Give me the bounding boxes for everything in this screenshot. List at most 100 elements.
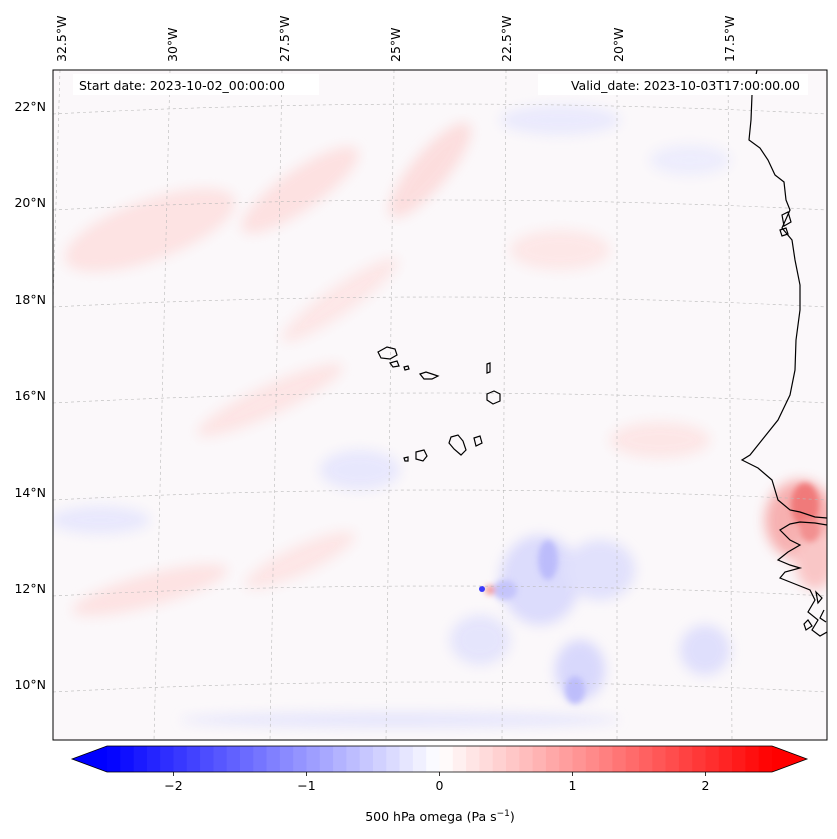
colorbar-segment xyxy=(200,746,214,772)
longitude-gridline xyxy=(727,70,733,740)
santiago-island xyxy=(448,434,467,456)
colorbar-segment xyxy=(718,746,733,772)
start-date-box xyxy=(73,74,319,95)
colorbar-tick-label: −2 xyxy=(164,778,182,793)
sao-vicente-island xyxy=(388,360,400,368)
latitude-gridline xyxy=(53,103,827,115)
fogo-island xyxy=(415,449,428,462)
colorbar-segment xyxy=(333,746,347,772)
colorbar-segment xyxy=(506,746,520,772)
colorbar-tick-label: 0 xyxy=(436,778,444,793)
colorbar-tick-label: 2 xyxy=(702,778,710,793)
colorbar-segment xyxy=(705,746,720,772)
map-frame xyxy=(52,69,828,741)
africa-coastline xyxy=(740,70,827,519)
colorbar-segment xyxy=(426,746,441,772)
colorbar-segment xyxy=(452,746,467,772)
lon-label-17-5w: 17.5°W xyxy=(722,16,737,62)
lon-label-30w: 30°W xyxy=(165,27,180,62)
colorbar-segment xyxy=(146,746,161,772)
lat-label-18n: 18°N xyxy=(14,292,46,307)
colorbar-segment xyxy=(439,746,454,772)
lon-label-25w: 25°W xyxy=(388,27,403,62)
colorbar-segment xyxy=(652,746,667,772)
colorbar-segment xyxy=(466,746,480,772)
lat-label-14n: 14°N xyxy=(14,485,46,500)
colorbar-segment xyxy=(373,746,387,772)
colorbar-segment xyxy=(559,746,574,772)
colorbar-segment xyxy=(306,746,321,772)
colorbar-segment xyxy=(240,746,254,772)
omega-field xyxy=(53,105,827,728)
lat-label-12n: 12°N xyxy=(14,581,46,596)
longitude-labels: 32.5°W 30°W 27.5°W 25°W 22.5°W 20°W 17.5… xyxy=(54,16,737,62)
colorbar-segment xyxy=(160,746,175,772)
latitude-gridline xyxy=(53,392,827,404)
lat-label-22n: 22°N xyxy=(14,99,46,114)
valid-date-label: Valid_date: 2023-10-03T17:00:00.00 xyxy=(571,78,800,93)
colorbar-min-arrow xyxy=(72,746,107,772)
longitude-gridline xyxy=(501,70,507,740)
colorbar-segment xyxy=(519,746,534,772)
colorbar-segment xyxy=(213,746,228,772)
colorbar-segment xyxy=(758,746,773,772)
colorbar-segment xyxy=(253,746,268,772)
colorbar-segment xyxy=(186,746,201,772)
brava-island xyxy=(403,456,409,462)
sao-nicolau-island xyxy=(418,371,440,380)
longitude-gridline xyxy=(385,70,395,740)
santo-antao-island xyxy=(377,346,398,360)
colorbar-segment xyxy=(173,746,188,772)
lat-label-20n: 20°N xyxy=(14,195,46,210)
latitude-gridline xyxy=(53,296,827,308)
maio-island xyxy=(473,435,483,447)
colorbar-segment xyxy=(266,746,281,772)
colorbar-segment xyxy=(678,746,693,772)
colorbar-segment xyxy=(599,746,613,772)
sal-island xyxy=(486,362,491,374)
colorbar-segment xyxy=(386,746,401,772)
colorbar-segment xyxy=(226,746,241,772)
africa-coastline-south xyxy=(776,521,827,637)
lon-label-27-5w: 27.5°W xyxy=(277,16,292,62)
latitude-gridline xyxy=(53,681,827,693)
colorbar-segment xyxy=(107,746,121,772)
colorbar-tick-label: −1 xyxy=(297,778,315,793)
colorbar-segment xyxy=(612,746,627,772)
colorbar: −2 −1 0 1 2 500 hPa omega (Pa s−1) xyxy=(70,745,809,824)
colorbar-tick-label: 1 xyxy=(569,778,577,793)
longitude-gridline xyxy=(153,70,171,740)
colorbar-segment xyxy=(532,746,547,772)
colorbar-segment xyxy=(319,746,334,772)
colorbar-segment xyxy=(120,746,135,772)
map-gridlines xyxy=(53,70,827,740)
valid-date-box xyxy=(538,74,808,95)
latitude-gridline xyxy=(53,489,827,501)
colorbar-max-arrow xyxy=(772,746,807,772)
lon-label-22-5w: 22.5°W xyxy=(499,16,514,62)
colorbar-title: 500 hPa omega (Pa s−1) xyxy=(365,809,515,824)
colorbar-segment xyxy=(665,746,680,772)
latitude-gridline xyxy=(53,585,827,597)
lat-label-10n: 10°N xyxy=(14,677,46,692)
colorbar-segment xyxy=(545,746,560,772)
colorbar-segment xyxy=(572,746,587,772)
colorbar-segment xyxy=(745,746,760,772)
colorbar-segment xyxy=(133,746,148,772)
colorbar-ticks: −2 −1 0 1 2 xyxy=(164,772,709,793)
boa-vista-island xyxy=(486,390,501,405)
colorbar-segment xyxy=(639,746,653,772)
colorbar-segment xyxy=(732,746,746,772)
colorbar-segment xyxy=(692,746,707,772)
coastlines xyxy=(377,70,827,637)
latitude-labels: 22°N 20°N 18°N 16°N 14°N 12°N 10°N xyxy=(14,99,46,692)
colorbar-segment xyxy=(399,746,414,772)
colorbar-segments xyxy=(107,746,773,772)
longitude-gridline xyxy=(269,70,283,740)
colorbar-segment xyxy=(346,746,361,772)
start-date-label: Start date: 2023-10-02_00:00:00 xyxy=(79,78,285,93)
colorbar-segment xyxy=(412,746,427,772)
colorbar-segment xyxy=(293,746,308,772)
colorbar-segment xyxy=(492,746,507,772)
